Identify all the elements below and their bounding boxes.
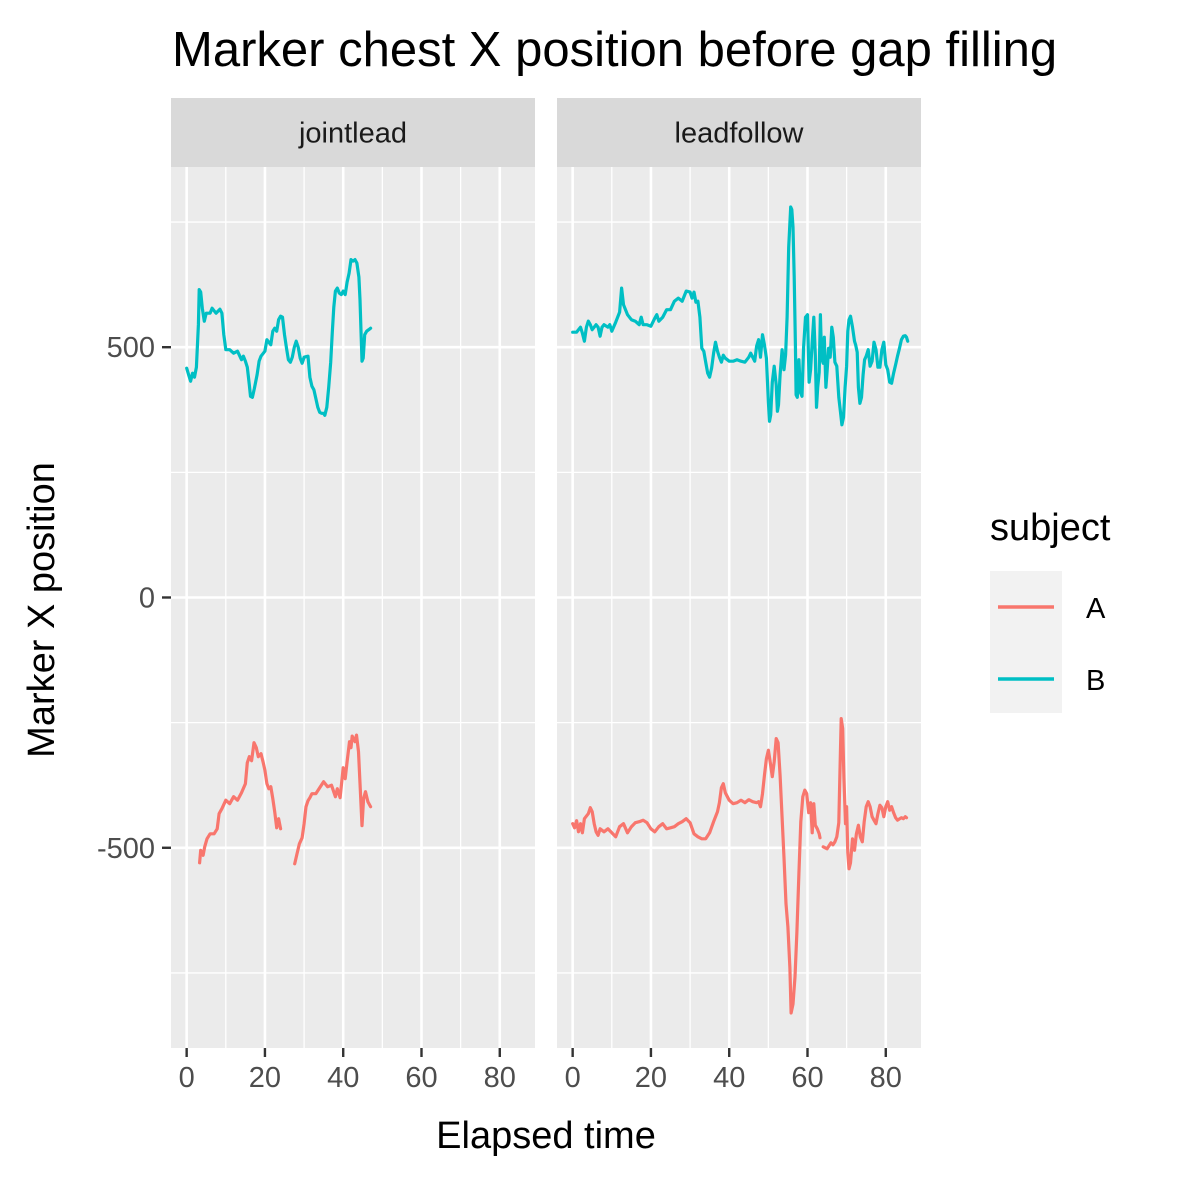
series-line-B	[185, 258, 373, 417]
legend-label-A: A	[1086, 593, 1106, 625]
facet-strip-label: jointlead	[298, 118, 407, 150]
series-line-A	[821, 717, 909, 871]
facet-panel-jointlead: jointlead 0 20 40 60 80 500 0 -500	[97, 98, 535, 1094]
x-tick-label: 0	[179, 1062, 195, 1094]
legend-entries: AB	[998, 593, 1106, 697]
chart-title: Marker chest X position before gap filli…	[172, 23, 1057, 77]
x-tick-label: 0	[565, 1062, 581, 1094]
x-tick-label: 40	[327, 1062, 359, 1094]
legend: subject AB	[990, 507, 1111, 713]
legend-title: subject	[990, 507, 1111, 549]
legend-key-background	[990, 571, 1062, 713]
x-tick-label: 80	[870, 1062, 902, 1094]
x-axis-title: Elapsed time	[436, 1115, 656, 1157]
y-tick-label: 0	[139, 582, 155, 614]
series-line-A	[571, 737, 822, 1015]
series-line-A	[198, 741, 283, 865]
y-axis-title: Marker X position	[21, 462, 63, 758]
legend-label-B: B	[1086, 665, 1105, 697]
y-tick-label: 500	[107, 332, 155, 364]
x-tick-label: 60	[791, 1062, 823, 1094]
y-tick-label: -500	[97, 833, 155, 865]
x-tick-label: 20	[249, 1062, 281, 1094]
x-tick-label: 20	[635, 1062, 667, 1094]
x-tick-label: 80	[484, 1062, 516, 1094]
x-tick-label: 60	[405, 1062, 437, 1094]
facet-strip-label: leadfollow	[675, 118, 805, 150]
facet-panels: jointlead 0 20 40 60 80 500 0 -500 leadfollow 0 20 4…	[97, 98, 921, 1094]
series-line-A	[293, 733, 373, 866]
facet-strip-background	[171, 98, 535, 167]
panel-background	[171, 167, 535, 1048]
facet-strip-background	[557, 98, 921, 167]
x-tick-label: 40	[713, 1062, 745, 1094]
facet-panel-leadfollow: leadfollow 0 20 40 60 80	[557, 98, 921, 1094]
series-line-B	[571, 205, 910, 427]
